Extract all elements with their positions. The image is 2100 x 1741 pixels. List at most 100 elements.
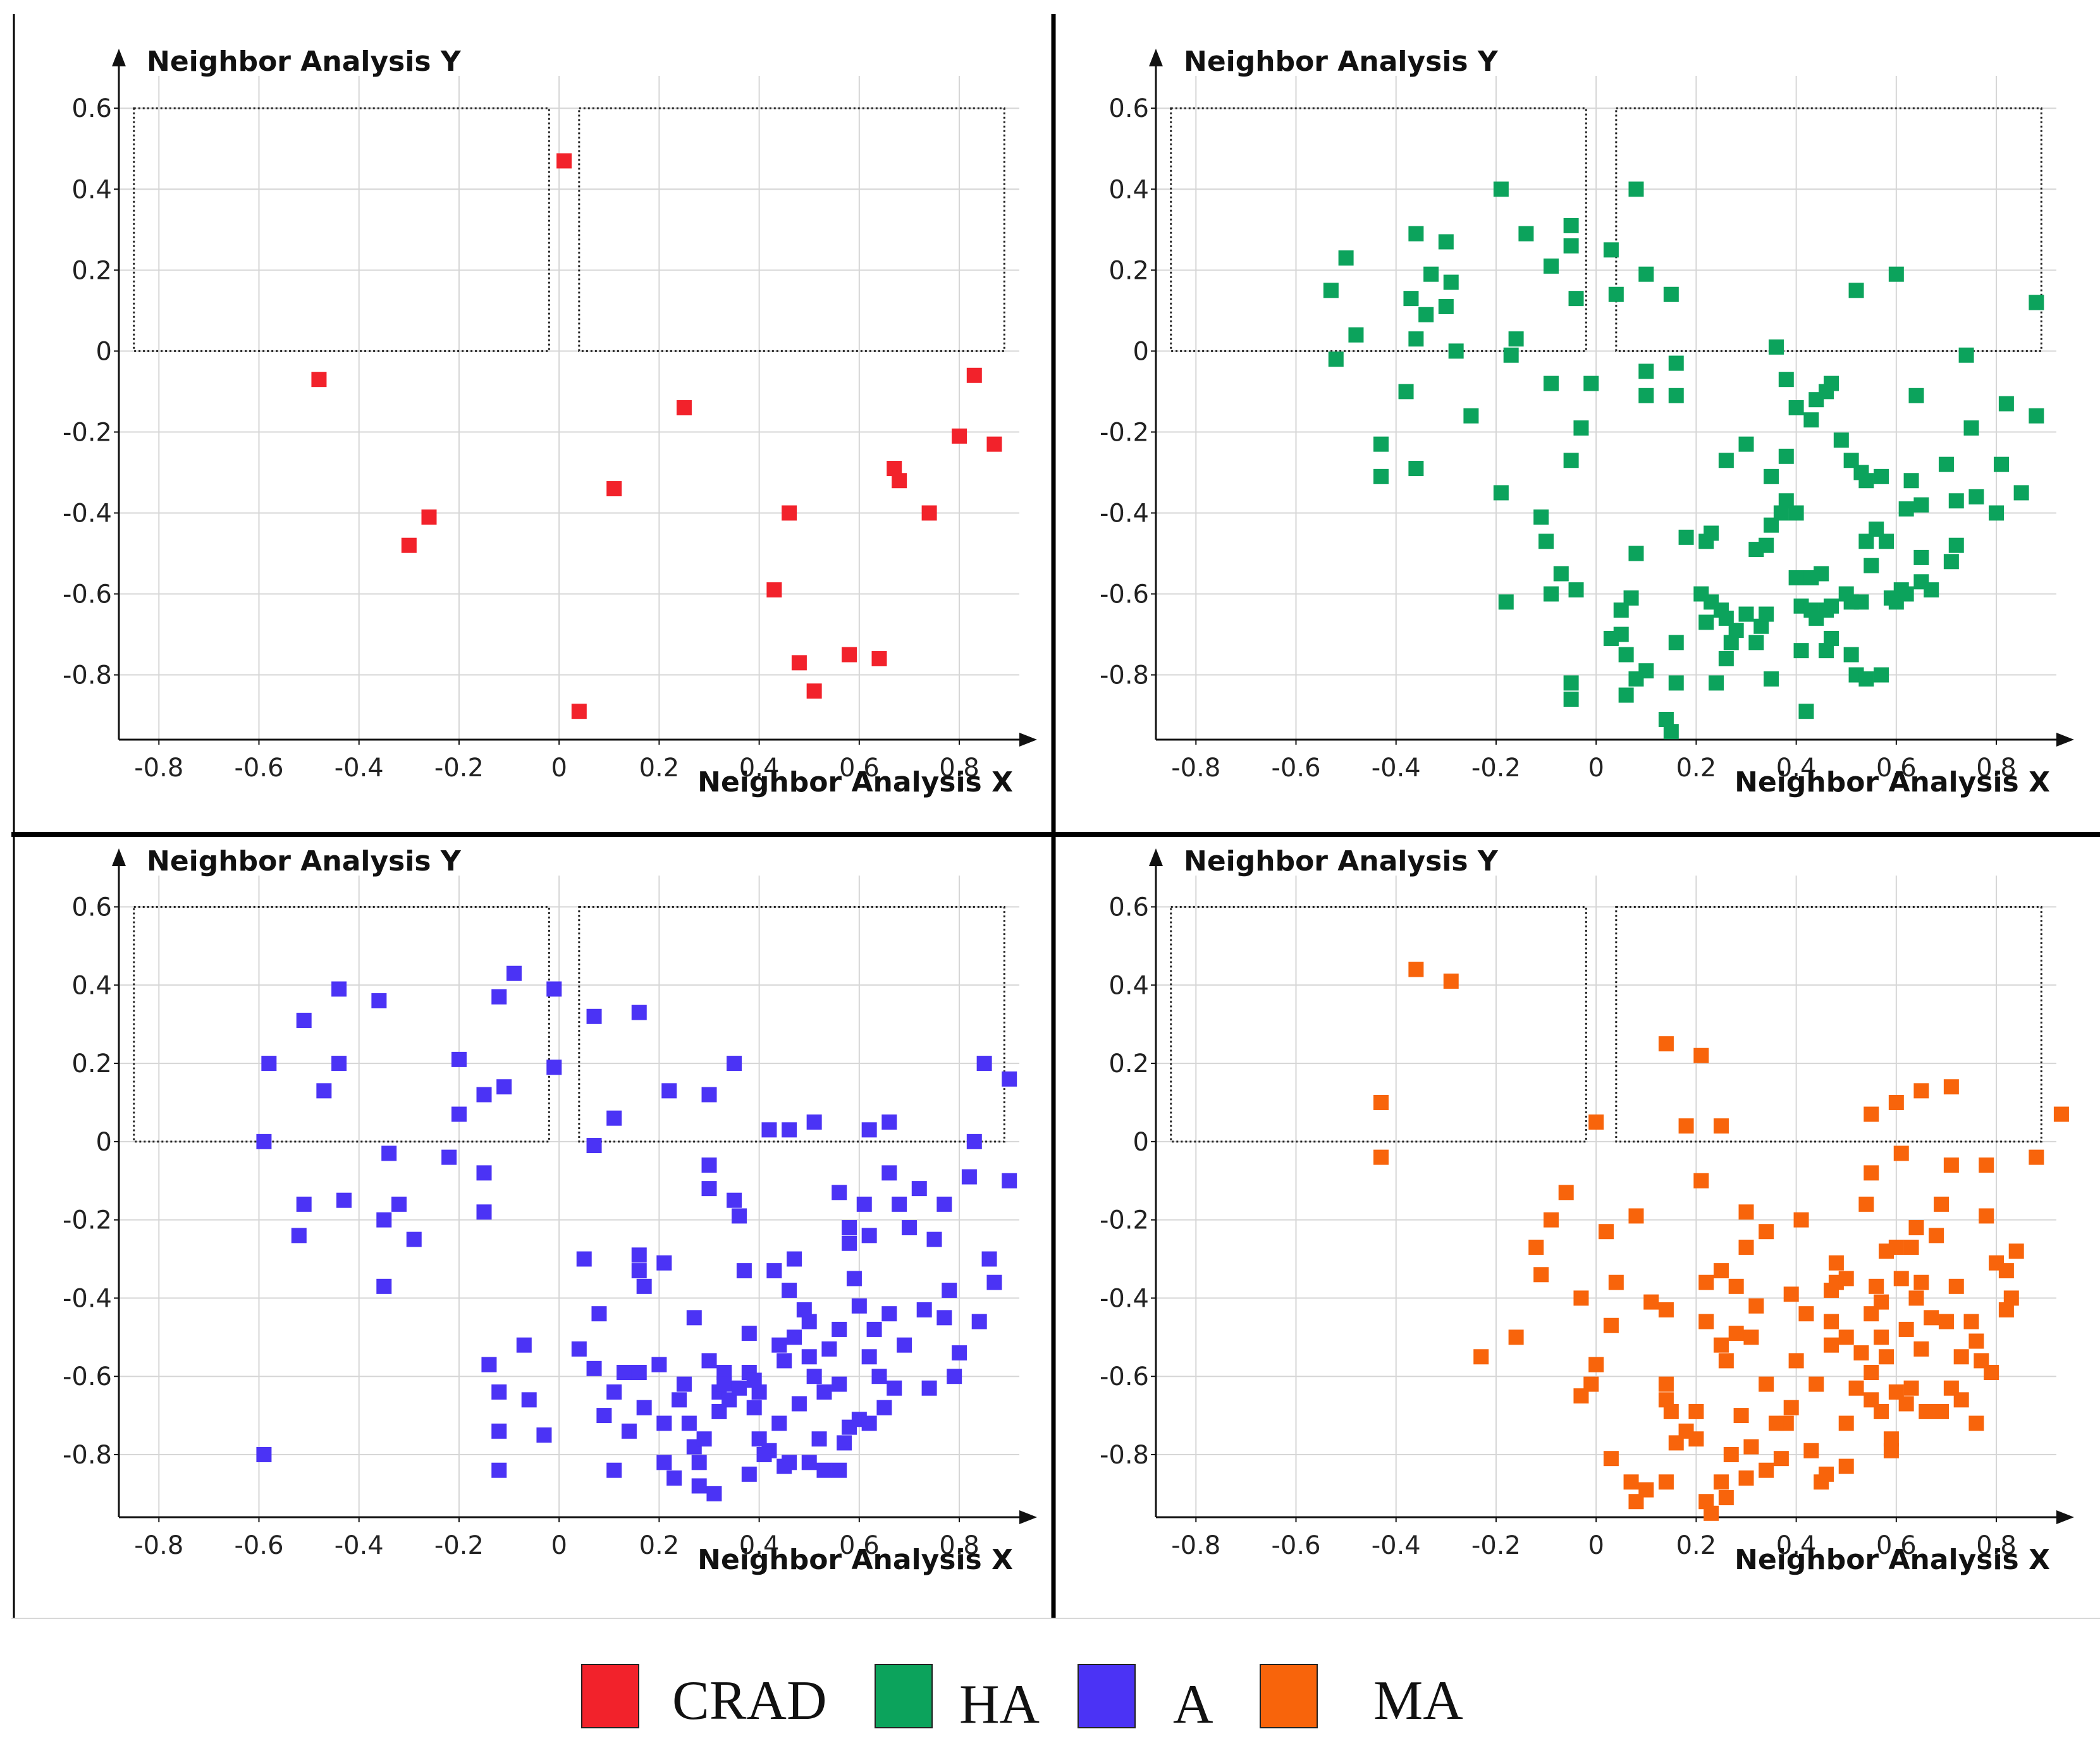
point-ha-45: [1498, 594, 1514, 610]
point-ha-40: [1533, 509, 1549, 525]
point-ma-128: [1768, 1415, 1784, 1431]
point-crad-6: [782, 505, 797, 521]
point-ma-35: [1573, 1388, 1589, 1404]
y-tick-label-6: 0.4: [1108, 971, 1149, 1000]
point-a-96: [787, 1329, 802, 1345]
point-ma-129: [1913, 1274, 1929, 1290]
point-a-100: [806, 1369, 822, 1384]
point-a-63: [656, 1255, 672, 1271]
point-ha-77: [1764, 671, 1779, 687]
x-axis-title: Neighbor Analysis X: [697, 1544, 1013, 1576]
point-a-92: [771, 1337, 787, 1353]
legend-swatch-ha: [875, 1664, 933, 1728]
point-a-7: [331, 1056, 347, 1072]
point-a-124: [916, 1302, 932, 1317]
point-ha-121: [1963, 420, 1979, 436]
point-a-123: [911, 1181, 927, 1197]
point-ma-0: [1408, 962, 1424, 977]
point-a-117: [876, 1400, 892, 1415]
point-a-93: [777, 1353, 792, 1369]
x-tick-label-2: -0.4: [335, 1531, 384, 1560]
point-ma-20: [1558, 1185, 1574, 1200]
point-ma-44: [1658, 1474, 1674, 1490]
point-ha-8: [1403, 291, 1419, 307]
point-ha-31: [1543, 376, 1559, 391]
point-ha-59: [1563, 675, 1579, 691]
x-tick-label-0: -0.8: [134, 754, 183, 783]
y-tick-label-5: 0.2: [1108, 1049, 1149, 1078]
point-ha-36: [1668, 388, 1684, 403]
point-ma-90: [1869, 1278, 1884, 1294]
point-a-67: [656, 1455, 672, 1470]
point-crad-17: [966, 367, 982, 383]
point-ha-67: [1698, 614, 1714, 630]
point-ma-32: [1573, 1290, 1589, 1306]
x-axis-arrow: [1019, 733, 1037, 747]
x-tick-label-6: 0.4: [739, 1531, 780, 1560]
point-a-144: [706, 1486, 722, 1501]
point-ma-81: [1828, 1255, 1844, 1271]
y-tick-label-6: 0.4: [71, 175, 112, 204]
point-ma-126: [1808, 1376, 1824, 1392]
x-tick-label-1: -0.6: [1271, 754, 1320, 783]
y-tick-label-2: -0.4: [1100, 499, 1149, 528]
point-ma-18: [1893, 1145, 1909, 1161]
point-ha-18: [1603, 242, 1619, 258]
point-a-64: [636, 1400, 652, 1415]
region-box-0: [1170, 107, 1587, 352]
x-tick-label-0: -0.8: [134, 1531, 183, 1560]
point-a-25: [861, 1122, 877, 1138]
point-ha-19: [1608, 286, 1624, 302]
point-ha-116: [1938, 456, 1954, 472]
point-ha-53: [1638, 663, 1654, 679]
point-ma-4: [1588, 1114, 1604, 1130]
point-ha-50: [1603, 630, 1619, 646]
x-tick-label-3: -0.2: [1471, 1531, 1521, 1560]
point-ma-92: [1874, 1329, 1889, 1345]
point-a-55: [606, 1384, 622, 1400]
x-tick-label-4: 0: [1588, 754, 1604, 783]
region-box-1: [578, 107, 1005, 352]
point-ha-134: [1778, 372, 1794, 388]
point-ha-128: [1958, 347, 1974, 363]
point-ma-83: [1838, 1329, 1854, 1345]
point-ma-40: [1658, 1376, 1674, 1392]
point-ma-42: [1663, 1403, 1679, 1419]
y-tick-label-4: 0: [1133, 1128, 1149, 1157]
point-a-51: [576, 1251, 592, 1267]
point-ma-59: [1713, 1337, 1729, 1353]
region-box-1: [1615, 906, 2042, 1143]
point-a-48: [491, 1462, 507, 1478]
point-ma-101: [1908, 1220, 1924, 1236]
point-ha-41: [1538, 534, 1554, 549]
point-ma-62: [1743, 1329, 1759, 1345]
point-a-65: [651, 1357, 667, 1372]
point-a-19: [451, 1106, 467, 1122]
y-tick-label-0: -0.8: [1100, 1441, 1149, 1470]
point-a-121: [897, 1337, 912, 1353]
x-axis-arrow: [1019, 1510, 1037, 1524]
point-a-110: [851, 1298, 867, 1314]
point-ma-77: [1819, 1466, 1834, 1482]
point-a-58: [621, 1423, 637, 1439]
point-a-31: [441, 1149, 457, 1165]
point-a-83: [736, 1263, 752, 1279]
point-ha-6: [1423, 266, 1439, 282]
point-ma-122: [1968, 1415, 1984, 1431]
point-ha-1: [1628, 181, 1644, 197]
point-a-76: [701, 1181, 717, 1197]
point-ha-25: [1503, 347, 1519, 363]
y-axis-arrow: [1149, 49, 1163, 66]
point-ma-78: [1824, 1337, 1839, 1353]
point-a-148: [782, 1455, 797, 1470]
point-ma-106: [1929, 1228, 1944, 1243]
point-ha-29: [1408, 461, 1424, 477]
y-axis-arrow: [112, 49, 126, 66]
point-a-131: [952, 1345, 967, 1361]
point-a-154: [842, 1220, 857, 1236]
point-ha-46: [1628, 546, 1644, 561]
point-a-99: [801, 1349, 817, 1365]
legend-item-a: A: [1078, 1664, 1213, 1735]
point-ha-82: [1764, 468, 1779, 484]
point-a-23: [782, 1122, 797, 1138]
